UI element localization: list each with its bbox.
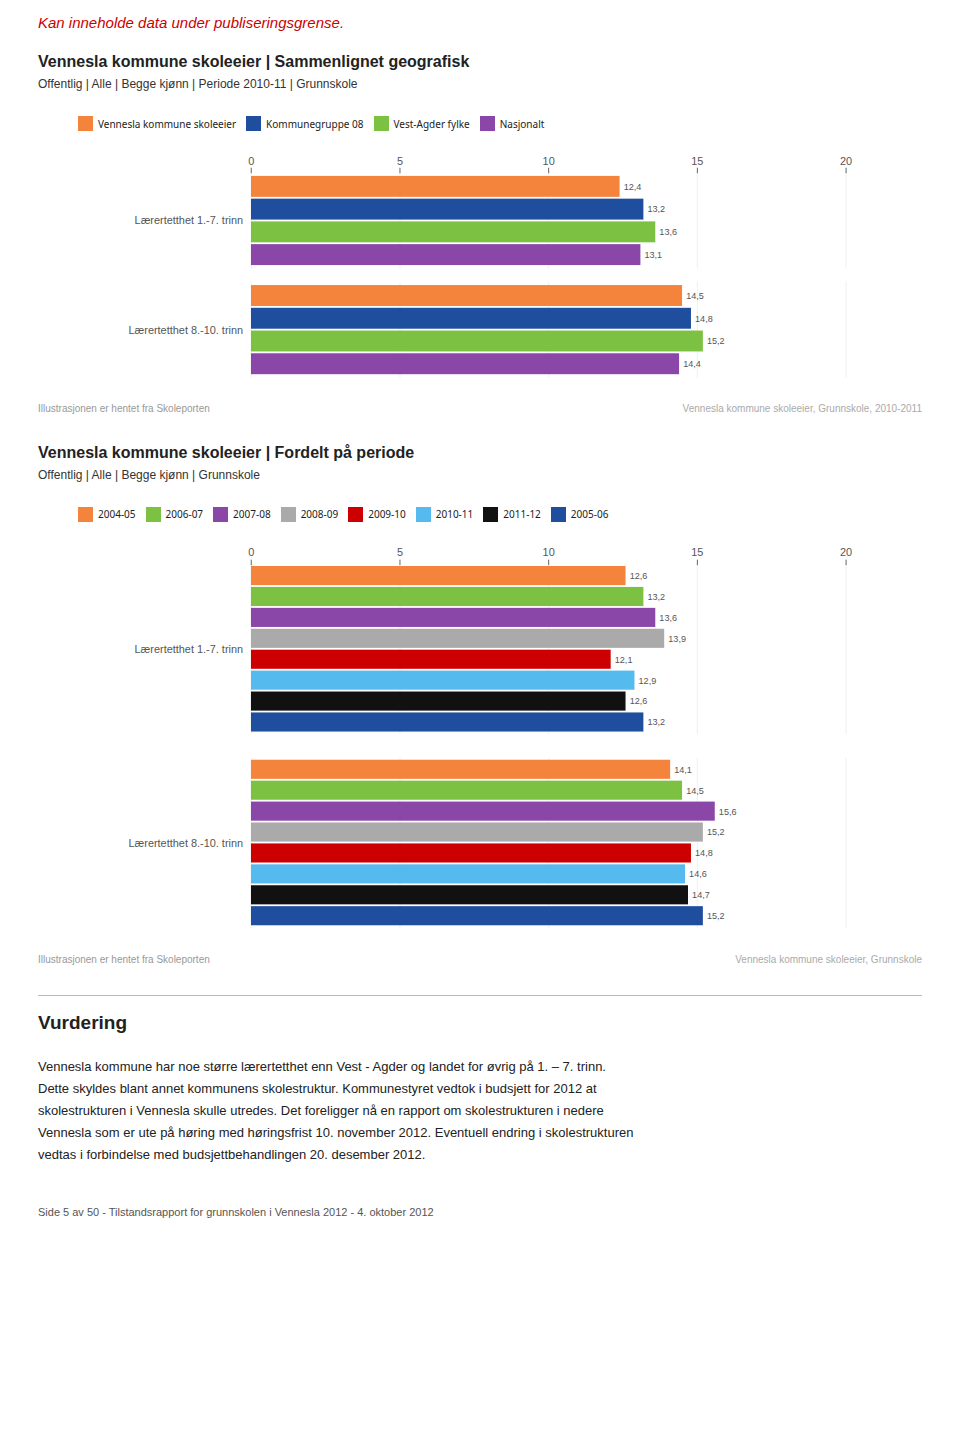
svg-text:14,7: 14,7 — [692, 890, 710, 900]
svg-text:13,6: 13,6 — [659, 613, 677, 623]
svg-text:13,2: 13,2 — [647, 592, 665, 602]
html-text:Vennesla kommune skoleeier | S: Vennesla kommune skoleeier | Sammenligne… — [38, 53, 470, 70]
html-text:Vennesla kommune har noe størr: Vennesla kommune har noe større lærertet… — [38, 1058, 606, 1074]
svg-text:12,9: 12,9 — [639, 675, 657, 685]
html-text:Offentlig | Alle | Begge kjønn: Offentlig | Alle | Begge kjønn | Grunnsk… — [38, 467, 260, 482]
html-text:Vennesla som er ute på høring: Vennesla som er ute på høring med høring… — [38, 1124, 634, 1140]
svg-text:14,6: 14,6 — [689, 869, 707, 879]
html-text:2005-06: 2005-06 — [570, 507, 609, 522]
svg-text:15,6: 15,6 — [719, 806, 737, 816]
html-text:Vurdering: Vurdering — [38, 1011, 127, 1033]
svg-text:14,4: 14,4 — [683, 359, 701, 369]
svg-text:13,2: 13,2 — [647, 717, 665, 727]
svg-text:13,1: 13,1 — [644, 250, 662, 260]
svg-text:15: 15 — [691, 155, 703, 167]
svg-text:14,8: 14,8 — [695, 314, 713, 324]
svg-text:15,2: 15,2 — [707, 827, 725, 837]
svg-text:14,1: 14,1 — [674, 765, 692, 775]
svg-text:14,8: 14,8 — [695, 848, 713, 858]
svg-text:Lærertetthet 8.-10. trinn: Lærertetthet 8.-10. trinn — [129, 324, 244, 336]
html-text:skolestrukturen i Vennesla sku: skolestrukturen i Vennesla skulle utrede… — [38, 1102, 604, 1118]
html-text:Vennesla kommune skoleeier, Gr: Vennesla kommune skoleeier, Grunnskole, … — [682, 402, 922, 414]
html-text:Vennesla kommune skoleeier, Gr: Vennesla kommune skoleeier, Grunnskole — [735, 953, 922, 965]
html-text:2011-12: 2011-12 — [503, 507, 541, 522]
svg-text:12,6: 12,6 — [630, 571, 648, 581]
svg-text:Lærertetthet 8.-10. trinn: Lærertetthet 8.-10. trinn — [128, 837, 243, 849]
svg-text:12,6: 12,6 — [630, 696, 648, 706]
svg-text:12,1: 12,1 — [615, 655, 633, 665]
html-text:Side 5 av 50 - Tilstandsrappor: Side 5 av 50 - Tilstandsrapport for grun… — [38, 1205, 434, 1218]
svg-text:14,5: 14,5 — [686, 785, 704, 795]
svg-text:20: 20 — [840, 546, 852, 558]
svg-text:0: 0 — [248, 546, 254, 558]
svg-text:Lærertetthet 1.-7. trinn: Lærertetthet 1.-7. trinn — [135, 214, 244, 226]
html-text:2010-11: 2010-11 — [435, 507, 474, 522]
html-text:2008-09: 2008-09 — [300, 507, 339, 522]
html-text:vedtas i forbindelse med budsj: vedtas i forbindelse med budsjettbehandl… — [38, 1146, 426, 1162]
html-text:Vennesla kommune skoleeier: Vennesla kommune skoleeier — [98, 116, 237, 131]
svg-text:5: 5 — [397, 546, 403, 558]
html-text:Nasjonalt: Nasjonalt — [499, 116, 545, 131]
html-text:Kommunegruppe 08: Kommunegruppe 08 — [266, 116, 364, 131]
svg-text:12,4: 12,4 — [624, 182, 642, 192]
svg-text:13,6: 13,6 — [659, 227, 677, 237]
svg-text:15: 15 — [691, 546, 703, 558]
svg-text:10: 10 — [543, 155, 555, 167]
html-text:Offentlig | Alle | Begge kjønn: Offentlig | Alle | Begge kjønn | Periode… — [38, 77, 358, 91]
svg-text:15,2: 15,2 — [707, 336, 725, 346]
html-text:2007-08: 2007-08 — [233, 507, 271, 522]
svg-text:14,5: 14,5 — [686, 291, 704, 301]
html-text:Vest-Agder fylke: Vest-Agder fylke — [393, 116, 470, 131]
svg-text:15,2: 15,2 — [707, 911, 725, 921]
svg-text:10: 10 — [543, 546, 555, 558]
svg-text:13,9: 13,9 — [668, 634, 686, 644]
html-text:Dette skyldes blant annet komm: Dette skyldes blant annet kommunens skol… — [38, 1080, 597, 1096]
html-text:Kan inneholde data under publi: Kan inneholde data under publiseringsgre… — [38, 14, 345, 31]
svg-text:5: 5 — [397, 155, 403, 167]
html-text:2004-05: 2004-05 — [98, 507, 136, 522]
html-text:Illustrasjonen er hentet fra S: Illustrasjonen er hentet fra Skoleporten — [38, 402, 210, 414]
html-text:Illustrasjonen er hentet fra S: Illustrasjonen er hentet fra Skoleporten — [38, 953, 210, 965]
svg-text:0: 0 — [248, 155, 254, 167]
html-text:2006-07: 2006-07 — [165, 507, 204, 522]
svg-text:13,2: 13,2 — [647, 204, 665, 214]
html-text:Vennesla kommune skoleeier | F: Vennesla kommune skoleeier | Fordelt på … — [38, 443, 415, 461]
html-text:2009-10: 2009-10 — [368, 507, 406, 522]
svg-text:20: 20 — [840, 155, 852, 167]
svg-text:Lærertetthet 1.-7. trinn: Lærertetthet 1.-7. trinn — [135, 643, 244, 655]
